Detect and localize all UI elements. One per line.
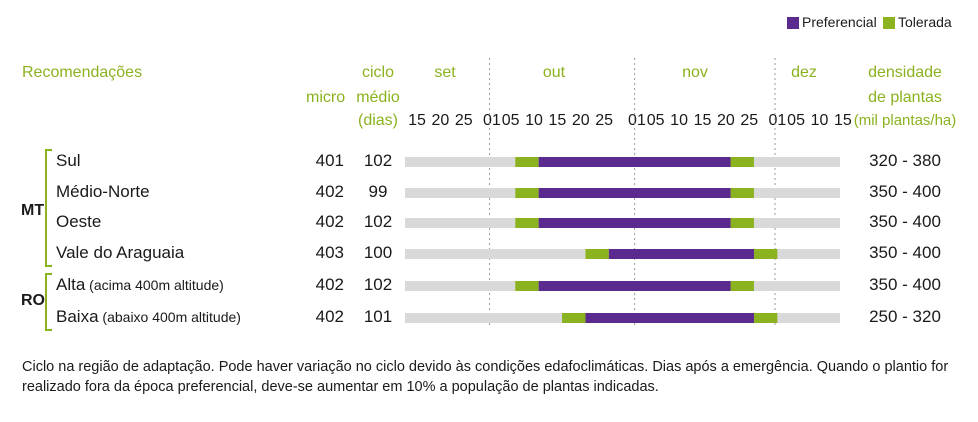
header-micro: micro bbox=[306, 89, 346, 106]
row-name: Vale do Araguaia bbox=[56, 243, 184, 263]
row-micro: 402 bbox=[315, 275, 344, 294]
header-densidade-line1: densidade bbox=[868, 64, 942, 81]
bar-tolerada bbox=[515, 157, 539, 167]
row-name: Sul bbox=[56, 151, 81, 171]
legend-label-preferencial: Preferencial bbox=[802, 14, 877, 30]
tick-label: 25 bbox=[740, 112, 759, 129]
footnote-line2: realizado fora da época preferencial, de… bbox=[22, 379, 659, 395]
row-name: Baixa (abaixo 400m altitude) bbox=[56, 307, 241, 327]
tick-label: 20 bbox=[571, 112, 590, 129]
row-name-text: Alta bbox=[56, 275, 86, 294]
row-densidade: 350 - 400 bbox=[869, 275, 941, 294]
bar-preferencial bbox=[538, 188, 731, 198]
legend-label-tolerada: Tolerada bbox=[898, 14, 952, 30]
bar-preferencial bbox=[608, 249, 754, 259]
tick-label: 15 bbox=[693, 112, 712, 129]
row-densidade: 350 - 400 bbox=[869, 212, 941, 231]
month-set: set bbox=[434, 64, 456, 81]
row-ciclo: 101 bbox=[363, 307, 393, 326]
bar-preferencial bbox=[538, 281, 731, 291]
tick-label: 15 bbox=[408, 112, 426, 129]
header-ciclo-line3: (dias) bbox=[357, 112, 398, 129]
row-name-text: Vale do Araguaia bbox=[56, 243, 185, 262]
header-densidade-line2: de plantas bbox=[868, 89, 942, 106]
row-micro: 401 bbox=[315, 151, 344, 170]
tick-label: 20 bbox=[716, 112, 735, 129]
tick-label: 10 bbox=[525, 112, 543, 129]
tick-label: 01 bbox=[482, 112, 501, 129]
header-ciclo-line2: médio bbox=[356, 89, 400, 106]
header-recomendacoes: Recomendações bbox=[22, 64, 143, 81]
row-micro: 402 bbox=[315, 307, 344, 326]
bar-preferencial bbox=[538, 157, 731, 167]
tick-label: 01 bbox=[628, 112, 646, 129]
tick-label: 05 bbox=[787, 112, 805, 129]
tick-label: 20 bbox=[431, 112, 450, 129]
row-subtitle: (acima 400m altitude) bbox=[85, 277, 224, 293]
tick-label: 10 bbox=[810, 112, 829, 129]
bar-tolerada bbox=[515, 188, 539, 198]
row-densidade: 250 - 320 bbox=[869, 307, 941, 326]
header-densidade-line3: (mil plantas/ha) bbox=[853, 112, 957, 129]
row-name: Médio-Norte bbox=[56, 182, 150, 202]
bar-tolerada bbox=[753, 313, 778, 323]
footnote-line1: Ciclo na região de adaptação. Pode haver… bbox=[22, 359, 949, 375]
bar-tolerada bbox=[730, 218, 754, 228]
bar-tolerada bbox=[515, 218, 539, 228]
row-name: Oeste bbox=[56, 212, 101, 232]
bar-tolerada bbox=[753, 249, 778, 259]
row-name-text: Sul bbox=[56, 151, 81, 170]
row-densidade: 350 - 400 bbox=[869, 243, 941, 262]
bar-tolerada bbox=[562, 313, 586, 323]
month-dez: dez bbox=[791, 64, 817, 81]
month-out: out bbox=[542, 64, 566, 81]
row-name-text: Médio-Norte bbox=[56, 182, 150, 201]
state-label-mt: MT bbox=[21, 202, 45, 219]
tick-label: 15 bbox=[548, 112, 567, 129]
legend-swatch-tolerada bbox=[883, 17, 895, 29]
bracket-ro bbox=[45, 273, 52, 331]
tick-label: 25 bbox=[454, 112, 473, 129]
tick-label: 01 bbox=[768, 112, 787, 129]
bar-tolerada bbox=[730, 188, 754, 198]
bar-preferencial bbox=[538, 218, 731, 228]
state-label-ro: RO bbox=[21, 292, 45, 309]
row-name: Alta (acima 400m altitude) bbox=[56, 275, 224, 295]
row-ciclo: 100 bbox=[363, 243, 393, 262]
row-subtitle: (abaixo 400m altitude) bbox=[98, 309, 241, 325]
row-name-text: Oeste bbox=[56, 212, 102, 231]
legend-swatch-preferencial bbox=[787, 17, 799, 29]
bar-tolerada bbox=[730, 281, 754, 291]
tick-label: 05 bbox=[501, 112, 520, 129]
bracket-mt bbox=[45, 149, 52, 267]
tick-label: 15 bbox=[833, 112, 852, 129]
tick-label: 05 bbox=[646, 112, 665, 129]
header-ciclo-line1: ciclo bbox=[361, 64, 394, 81]
bar-preferencial bbox=[585, 313, 754, 323]
row-micro: 402 bbox=[315, 212, 344, 231]
bar-tolerada bbox=[585, 249, 609, 259]
row-ciclo: 99 bbox=[368, 182, 388, 201]
row-ciclo: 102 bbox=[363, 275, 393, 294]
tick-label: 25 bbox=[595, 112, 614, 129]
row-ciclo: 102 bbox=[363, 212, 393, 231]
row-micro: 402 bbox=[315, 182, 344, 201]
tick-label: 10 bbox=[670, 112, 688, 129]
month-nov: nov bbox=[682, 64, 708, 81]
row-ciclo: 102 bbox=[363, 151, 393, 170]
bar-tolerada bbox=[730, 157, 754, 167]
bar-tolerada bbox=[515, 281, 539, 291]
row-densidade: 350 - 400 bbox=[869, 182, 941, 201]
row-densidade: 320 - 380 bbox=[869, 151, 941, 170]
row-name-text: Baixa bbox=[56, 307, 99, 326]
row-micro: 403 bbox=[315, 243, 344, 262]
